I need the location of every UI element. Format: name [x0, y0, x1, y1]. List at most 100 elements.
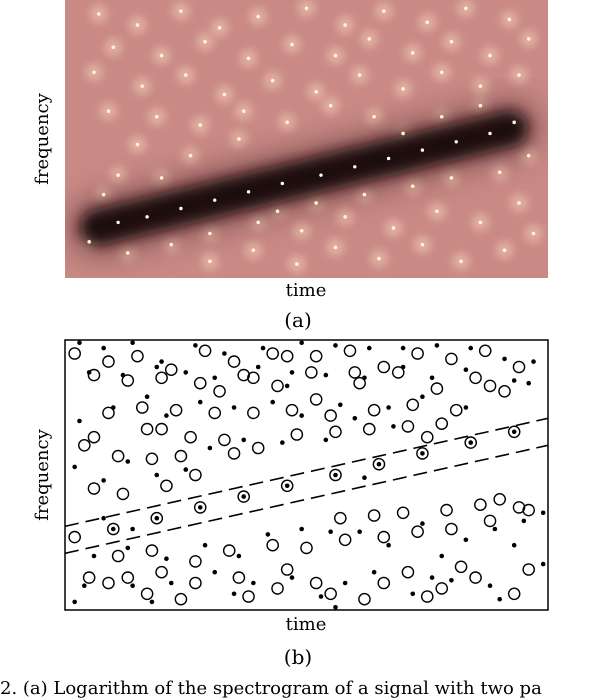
zero-point — [246, 56, 251, 61]
zero-point — [241, 109, 246, 113]
dot-point — [333, 343, 338, 348]
dot-point — [391, 424, 396, 429]
open-circle-point — [280, 563, 294, 576]
band-line — [65, 417, 548, 528]
dot-point — [193, 343, 198, 348]
zero-point — [159, 53, 164, 58]
open-circle-point — [512, 501, 526, 514]
dot-point — [449, 578, 454, 583]
dot-point — [362, 375, 367, 381]
zero-point — [314, 201, 318, 205]
circled-dot-center — [111, 526, 116, 532]
dot-point — [502, 356, 507, 362]
dot-point — [130, 583, 135, 588]
ridge-core — [80, 110, 529, 246]
dot-point — [333, 605, 338, 610]
open-circle-point — [155, 422, 168, 436]
scatter-panel — [65, 340, 548, 610]
circled-dot-ring — [237, 490, 251, 503]
zero-point — [517, 73, 521, 77]
zero-point — [183, 73, 188, 77]
dot-point — [101, 478, 106, 483]
dot-point — [86, 370, 92, 375]
open-circle-point — [507, 587, 521, 601]
open-circle-point — [271, 379, 284, 393]
open-circle-point — [348, 366, 362, 379]
circled-dot-center — [468, 440, 474, 445]
spectrogram-panel — [65, 0, 548, 278]
open-circle-point — [324, 409, 337, 422]
dot-point — [299, 340, 304, 346]
open-circle-point — [377, 576, 391, 590]
open-circle-point — [140, 422, 154, 436]
dot-point — [183, 370, 189, 375]
open-circle-point — [184, 430, 197, 444]
x-axis-label-b: time — [286, 614, 327, 635]
open-circle-point — [189, 555, 202, 568]
dot-point — [352, 416, 358, 421]
open-circle-point — [198, 344, 212, 358]
dot-point — [77, 418, 82, 424]
ridge-point — [488, 131, 492, 136]
zero-point — [464, 6, 468, 11]
open-circle-point — [391, 366, 405, 379]
ridge-point — [420, 148, 425, 152]
scatter-points — [68, 340, 546, 610]
dot-point — [212, 375, 218, 381]
dot-point — [149, 599, 155, 605]
open-circle-point — [300, 541, 313, 555]
open-circle-point — [247, 371, 260, 385]
dot-point — [280, 440, 285, 445]
dot-point — [144, 394, 150, 400]
dot-point — [338, 402, 343, 408]
open-circle-point — [145, 544, 159, 557]
dot-point — [183, 467, 189, 472]
open-circle-point — [430, 382, 444, 395]
open-circle-point — [469, 571, 482, 584]
ridge-zeros — [116, 131, 492, 225]
zero-point — [106, 109, 111, 113]
zero-point — [357, 73, 362, 77]
dot-point — [463, 367, 469, 373]
zero-point — [439, 114, 444, 119]
zero-point — [449, 176, 454, 180]
circled-dot-ring — [329, 468, 342, 482]
open-circle-point — [155, 371, 168, 385]
open-circle-point — [232, 571, 246, 584]
zero-point — [488, 53, 492, 58]
dot-point — [125, 545, 131, 551]
open-circle-point — [189, 468, 202, 482]
dot-point — [386, 542, 391, 548]
zero-point — [517, 201, 521, 205]
ridge-point — [246, 190, 251, 194]
circled-dot-point — [237, 490, 251, 503]
zero-point — [478, 84, 483, 88]
circled-dot-ring — [464, 436, 478, 449]
open-circle-point — [406, 398, 420, 412]
zero-point — [275, 209, 280, 214]
dot-point — [231, 405, 237, 410]
dot-point — [366, 345, 372, 351]
zero-point — [401, 87, 405, 91]
open-circle-point — [266, 538, 279, 552]
band-lines — [65, 417, 548, 555]
open-circle-point — [493, 492, 507, 506]
zero-point — [391, 226, 396, 230]
open-circle-point — [435, 582, 449, 595]
dot-point — [400, 345, 406, 351]
zero-point — [381, 9, 386, 13]
zero-point — [526, 153, 531, 158]
open-circle-point — [266, 347, 279, 360]
open-circle-point — [227, 355, 241, 368]
open-circle-point — [483, 379, 497, 393]
dot-point — [130, 340, 135, 346]
zero-point — [343, 23, 347, 27]
dot-point — [357, 529, 362, 534]
zero-point — [285, 120, 289, 125]
dot-point — [284, 383, 290, 389]
zero-point — [87, 240, 91, 244]
circled-dot-point — [150, 511, 164, 525]
zero-point — [377, 256, 381, 261]
zero-point — [420, 242, 425, 247]
open-circle-point — [174, 449, 188, 463]
